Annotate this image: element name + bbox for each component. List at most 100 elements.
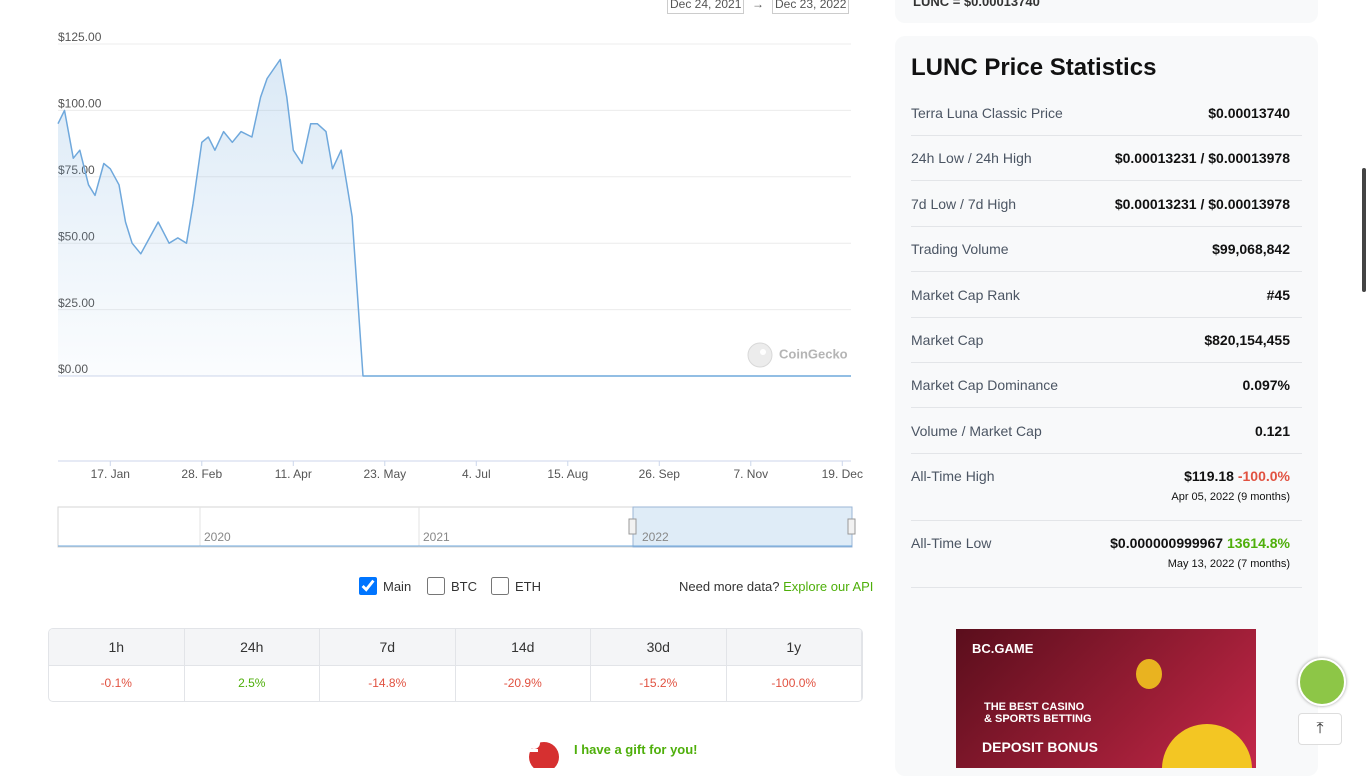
watermark-text: CoinGecko [779,346,848,361]
stats-label: 7d Low / 7d High [911,195,1017,212]
stats-label: Volume / Market Cap [911,422,1042,439]
date-arrow: → [752,0,764,11]
stats-label: All-Time Low [911,535,992,552]
change-value: -100.0% [727,666,862,701]
date-from[interactable]: Dec 24, 2021 [667,0,745,14]
price-line [57,58,851,377]
change-value: -15.2% [591,666,727,701]
ad-line: THE BEST CASINO [984,701,1085,713]
stats-row: All-Time High $119.18 -100.0% Apr 05, 2022… [911,454,1302,522]
stats-label: Market Cap Dominance [911,377,1059,394]
navigator-selection[interactable] [632,506,853,548]
x-tick-label: 19. Dec [822,467,863,481]
stats-value: #45 [1266,286,1290,303]
price-chart: CoinGecko 2020 2021 2022 $0.00$25.00$50.… [57,30,863,548]
stats-label: Market Cap [911,332,984,348]
change-header: 14d [455,629,591,666]
ad-line: DEPOSIT BONUS [982,739,1098,755]
price-card-text: LUNC = $0.00013740 [913,0,1040,9]
stats-row: Market Cap $820,154,455 [911,318,1302,363]
x-tick-label: 15. Aug [547,467,588,481]
change-header: 7d [320,629,456,666]
y-tick-label: $100.00 [58,97,102,111]
ad-brand: BC.GAME [972,641,1034,656]
checkbox[interactable] [491,577,509,595]
change-value: -0.1% [49,666,185,701]
x-tick-label: 11. Apr [275,467,312,481]
checkbox[interactable] [427,577,445,595]
stats-value: $820,154,455 [1204,332,1290,348]
change-header: 24h [184,629,320,666]
ad-coin [1136,659,1162,689]
navigator-handle[interactable] [847,518,856,535]
date-to[interactable]: Dec 23, 2022 [772,0,850,14]
change-header: 1y [726,629,862,666]
api-prompt: Need more data? [679,579,780,594]
toggle-btc[interactable]: BTC [427,577,477,595]
navigator: 2020 2021 2022 [57,506,856,548]
stats-value: $0.00013231 / $0.00013978 [1114,195,1290,212]
navigator-year: 2020 [204,530,231,544]
checkbox[interactable] [359,577,377,595]
x-tick-label: 26. Sep [639,467,681,481]
stats-row: All-Time Low $0.000000999967 13614.8% May … [911,521,1302,589]
toggle-label: Main [383,578,412,594]
stats-value: $119.18 -100.0% [1184,468,1290,484]
stats-label: All-Time High [911,468,995,485]
toggle-main[interactable]: Main [359,577,411,595]
change-value: -14.8% [320,666,456,701]
toggle-label: ETH [515,578,541,594]
stats-value: $0.00013231 / $0.00013978 [1114,150,1290,167]
x-tick-label: 28. Feb [181,467,222,481]
toggle-label: BTC [451,578,477,594]
navigator-year: 2022 [642,530,669,544]
gift-icon-svg [524,737,559,772]
stats-value: 0.097% [1242,377,1290,394]
stats-value-change: 13614.8% [1226,535,1290,552]
toggle-eth[interactable]: ETH [491,577,541,595]
change-table: 1h 24h 7d 14d 30d 1y -0.1% 2.5% -14.8% -20.9% -15.… [48,628,863,702]
stats-label: Terra Luna Classic Price [911,105,1063,121]
stats-label: 24h Low / 24h High [911,150,1032,167]
y-tick-label: $125.00 [58,30,102,44]
gift-icon[interactable] [520,735,564,772]
ad-banner[interactable]: BC.GAME THE BEST CASINO & SPORTS BETTING… [956,629,1256,768]
ad-coin [1162,724,1252,768]
stats-value-price: $119.18 [1184,468,1234,485]
stats-value: $99,068,842 [1212,241,1290,258]
stats-date: Apr 05, 2022 (9 months) [1171,491,1290,504]
x-tick-label: 4. Jul [462,467,491,481]
api-link[interactable]: Explore our API [783,579,874,594]
stats-row: Market Cap Rank #45 [911,273,1302,318]
stats-value: $0.000000999967 13614.8% [1110,535,1290,551]
stats-row: Trading Volume $99,068,842 [911,227,1302,273]
x-tick-label: 7. Nov [733,467,768,481]
x-tick-label: 23. May [363,467,406,481]
navigator-handle[interactable] [628,518,637,535]
stats-value: $0.00013740 [1208,105,1290,121]
x-tick-label: 17. Jan [91,467,130,481]
scroll-top-button[interactable]: ⤒ [1298,713,1342,745]
scrollbar [1362,168,1366,292]
stats-date: May 13, 2022 (7 months) [1167,558,1290,571]
gift-text[interactable]: I have a gift for you! [574,742,698,757]
mascot-button[interactable] [1298,658,1346,706]
ad-line: & SPORTS BETTING [984,713,1092,725]
stats-row: Terra Luna Classic Price $0.00013740 [911,91,1302,136]
stats-value-change: -100.0% [1237,468,1290,485]
watermark: CoinGecko [747,342,848,368]
stats-row: Volume / Market Cap 0.121 [911,409,1302,454]
stats-label: Market Cap Rank [911,286,1020,303]
change-value: 2.5% [185,666,320,701]
navigator-year: 2021 [423,530,450,544]
change-header: 30d [591,629,727,666]
api-note: Need more data? Explore our API [679,579,873,594]
change-value: -20.9% [456,666,591,701]
change-header: 1h [49,629,185,666]
stats-value-price: $0.000000999967 [1110,535,1224,552]
stats-title: LUNC Price Statistics [911,54,1157,81]
stats-row: 24h Low / 24h High $0.00013231 / $0.00013… [911,136,1302,182]
stats-value: 0.121 [1254,422,1290,439]
price-area [58,59,851,376]
